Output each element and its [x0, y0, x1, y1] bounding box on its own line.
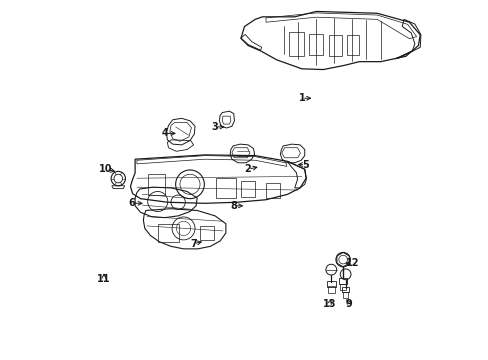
Text: 2: 2 [244, 164, 251, 174]
Bar [343, 292, 347, 298]
Text: 9: 9 [345, 299, 352, 309]
Text: 10: 10 [99, 164, 113, 174]
Text: 5: 5 [302, 159, 308, 170]
Text: 11: 11 [97, 274, 110, 284]
Text: 8: 8 [230, 201, 237, 211]
Bar [341, 287, 348, 292]
Bar [289, 32, 304, 56]
Text: 6: 6 [128, 198, 135, 208]
Bar [328, 36, 342, 56]
Text: 3: 3 [211, 122, 218, 132]
Text: 4: 4 [161, 129, 168, 138]
Text: 7: 7 [190, 239, 197, 249]
Bar [241, 181, 255, 197]
Text: 1: 1 [298, 93, 305, 103]
Bar [340, 284, 346, 290]
Bar [215, 178, 235, 198]
Bar [308, 34, 323, 55]
Bar [158, 225, 179, 242]
Text: 13: 13 [322, 299, 336, 309]
Bar [327, 286, 334, 293]
Bar [265, 183, 279, 198]
Bar [199, 226, 214, 240]
Bar [326, 281, 335, 287]
Text: 12: 12 [346, 258, 359, 268]
Bar [147, 174, 164, 195]
Bar [338, 278, 346, 284]
Bar [346, 36, 359, 55]
